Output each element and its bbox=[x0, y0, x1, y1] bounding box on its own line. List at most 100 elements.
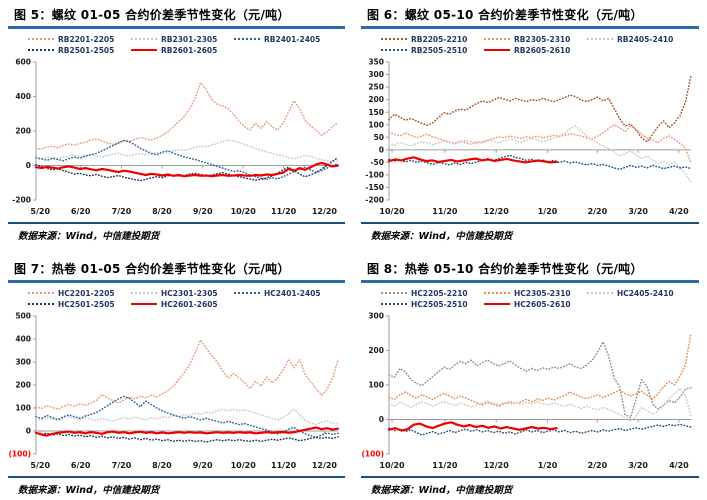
source-rule bbox=[8, 475, 345, 478]
series-HC2601-2605 bbox=[34, 425, 340, 437]
legend-item: HC2605-2610 bbox=[484, 300, 587, 309]
legend-item: RB2301-2305 bbox=[131, 35, 234, 44]
x-axis-tick-label: 3/20 bbox=[628, 461, 648, 470]
figure-5-title: 图 5：螺纹 01-05 合约价差季节性变化（元/吨） bbox=[14, 8, 290, 22]
legend-item: RB2601-2605 bbox=[131, 46, 234, 55]
y-axis-tick-label: 150 bbox=[368, 107, 384, 116]
legend-solid-line-swatch bbox=[131, 49, 157, 51]
series-RB2605-2610 bbox=[387, 155, 558, 164]
y-axis-tick-label: (100) bbox=[361, 449, 384, 458]
y-axis-tick-label: 300 bbox=[368, 311, 384, 320]
x-axis-tick-label: 6/20 bbox=[71, 207, 91, 216]
y-axis-tick-label: 250 bbox=[368, 82, 384, 91]
legend-dotted-line-swatch bbox=[28, 38, 54, 40]
y-axis-tick-label: 400 bbox=[15, 334, 31, 343]
series-RB2205-2210 bbox=[388, 74, 692, 143]
y-axis-tick-label: 600 bbox=[15, 57, 31, 66]
legend-label: HC2605-2610 bbox=[514, 299, 571, 309]
figure-6-data-source: 数据来源：Wind，中信建投期货 bbox=[371, 231, 513, 242]
figure-6-line-chart: 350 300 250 200 150 100 50 0 -50 -100 -150 -200 10/2… bbox=[365, 57, 692, 216]
x-axis-tick-label: 5/20 bbox=[30, 461, 50, 470]
x-axis-tick-label: 9/20 bbox=[193, 207, 213, 216]
legend-item: HC2201-2205 bbox=[28, 289, 131, 298]
x-axis-tick-label: 4/20 bbox=[669, 461, 689, 470]
title-rule bbox=[361, 280, 699, 283]
legend-label: RB2405-2410 bbox=[617, 34, 674, 44]
y-axis-tick-label: 200 bbox=[15, 380, 31, 389]
legend-dotted-line-swatch bbox=[587, 292, 613, 294]
legend-label: HC2405-2410 bbox=[617, 288, 674, 298]
legend-item: HC2305-2310 bbox=[484, 289, 587, 298]
y-axis-tick-label: (100) bbox=[8, 449, 31, 458]
y-axis-tick-label: 500 bbox=[15, 311, 31, 320]
x-axis-tick-label: 10/20 bbox=[379, 207, 405, 216]
x-axis-tick-label: 11/20 bbox=[271, 461, 297, 470]
legend-dotted-line-swatch bbox=[484, 38, 510, 40]
y-axis-tick-label: 0 bbox=[379, 145, 384, 154]
legend-label: RB2205-2210 bbox=[411, 34, 468, 44]
figure-7-legend: HC2201-2205 HC2301-2305 HC2401-2405 HC2501-… bbox=[28, 288, 345, 310]
figure-7-line-chart: 500 400 300 200 100 0 (100) 5/20 6/20 7/20 8/20 9/2… bbox=[8, 311, 340, 470]
x-axis-tick-label: 1/20 bbox=[538, 461, 558, 470]
title-rule bbox=[8, 280, 345, 283]
series-HC2305-2310 bbox=[388, 332, 692, 407]
legend-dotted-line-swatch bbox=[381, 49, 407, 51]
x-axis-tick-label: 4/20 bbox=[669, 207, 689, 216]
y-axis-tick-label: 300 bbox=[368, 70, 384, 79]
x-axis-tick-label: 12/20 bbox=[484, 207, 510, 216]
legend-row: RB2205-2210 RB2305-2310 RB2405-2410 bbox=[381, 34, 699, 45]
legend-item: HC2501-2505 bbox=[28, 300, 131, 309]
legend-label: HC2501-2505 bbox=[58, 299, 115, 309]
series-RB2301-2305 bbox=[35, 138, 339, 162]
legend-dotted-line-swatch bbox=[381, 292, 407, 294]
y-axis-tick-label: -100 bbox=[365, 170, 384, 179]
y-axis-tick-label: 200 bbox=[368, 346, 384, 355]
legend-row: RB2501-2505 RB2601-2605 bbox=[28, 45, 345, 56]
legend-label: RB2305-2310 bbox=[514, 34, 571, 44]
y-axis-tick-label: 200 bbox=[15, 126, 31, 135]
source-rule bbox=[361, 475, 699, 478]
legend-dotted-line-swatch bbox=[131, 38, 157, 40]
y-axis-tick-label: 400 bbox=[15, 92, 31, 101]
y-axis-tick-label: -50 bbox=[370, 157, 384, 166]
series-RB2405-2410 bbox=[388, 124, 692, 183]
y-axis-tick-label: 50 bbox=[374, 132, 384, 141]
series-HC2201-2205 bbox=[35, 338, 339, 410]
series-RB2601-2605 bbox=[34, 161, 340, 177]
y-axis-tick-label: 100 bbox=[15, 403, 31, 412]
figure-7-data-source: 数据来源：Wind，中信建投期货 bbox=[18, 485, 160, 496]
legend-solid-line-swatch bbox=[484, 303, 510, 305]
x-axis-tick-label: 8/20 bbox=[152, 461, 172, 470]
legend-item: HC2205-2210 bbox=[381, 289, 484, 298]
series-RB2401-2405 bbox=[35, 139, 339, 180]
x-axis-tick-label: 10/20 bbox=[231, 207, 257, 216]
legend-label: RB2301-2305 bbox=[161, 34, 218, 44]
series-RB2305-2310 bbox=[388, 123, 692, 164]
x-axis-tick-label: 11/20 bbox=[271, 207, 297, 216]
figure-6-title: 图 6：螺纹 05-10 合约价差季节性变化（元/吨） bbox=[367, 8, 643, 22]
x-axis-tick-label: 12/20 bbox=[312, 461, 338, 470]
legend-row: RB2505-2510 RB2605-2610 bbox=[381, 45, 699, 56]
y-axis-tick-label: -150 bbox=[365, 183, 384, 192]
legend-label: HC2301-2305 bbox=[161, 288, 218, 298]
legend-dotted-line-swatch bbox=[28, 303, 54, 305]
legend-dotted-line-swatch bbox=[28, 292, 54, 294]
figure-8: 图 8：热卷 05-10 合约价差季节性变化（元/吨） HC2205-2210 H… bbox=[353, 258, 707, 496]
legend-label: RB2601-2605 bbox=[161, 45, 218, 55]
source-rule bbox=[361, 221, 699, 224]
x-axis-tick-label: 1/20 bbox=[538, 207, 558, 216]
figure-8-title: 图 8：热卷 05-10 合约价差季节性变化（元/吨） bbox=[367, 262, 643, 276]
figure-5-line-chart: 600 400 200 0 -200 5/20 6/20 7/20 8/20 9/20 10/20 1… bbox=[12, 57, 340, 216]
title-rule bbox=[361, 26, 699, 29]
figure-6-legend: RB2205-2210 RB2305-2310 RB2405-2410 RB2505-… bbox=[381, 34, 699, 56]
legend-solid-line-swatch bbox=[484, 49, 510, 51]
legend-item: RB2305-2310 bbox=[484, 35, 587, 44]
y-axis-tick-label: -200 bbox=[12, 195, 31, 204]
legend-item: RB2505-2510 bbox=[381, 46, 484, 55]
figure-8-data-source: 数据来源：Wind，中信建投期货 bbox=[371, 485, 513, 496]
x-axis-tick-label: 5/20 bbox=[30, 207, 50, 216]
legend-label: RB2201-2205 bbox=[58, 34, 115, 44]
figure-5: 图 5：螺纹 01-05 合约价差季节性变化（元/吨） RB2201-2205 R… bbox=[0, 4, 353, 242]
x-axis-tick-label: 7/20 bbox=[112, 207, 132, 216]
x-axis-tick-label: 11/20 bbox=[432, 461, 458, 470]
